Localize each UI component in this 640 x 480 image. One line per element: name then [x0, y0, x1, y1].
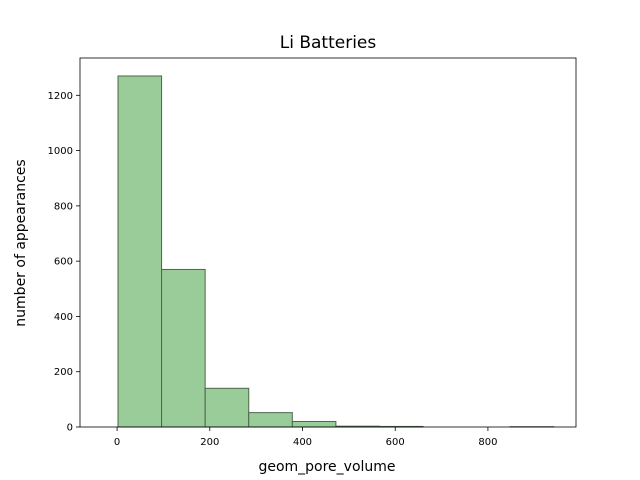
plot-frame	[79, 57, 577, 428]
y-tick-label: 200	[54, 367, 73, 378]
y-tick-label: 800	[54, 201, 73, 212]
y-axis-label: number of appearances	[13, 159, 29, 326]
chart-title: Li Batteries	[280, 33, 377, 53]
y-tick-label: 0	[67, 423, 73, 434]
y-axis-ticks: 0 200 400 600 800 1000 1200	[48, 91, 80, 434]
histogram-bar	[291, 420, 337, 428]
bars-group	[117, 75, 555, 428]
histogram-bar	[117, 75, 163, 428]
x-tick-label: 0	[114, 437, 120, 448]
y-tick-label: 600	[54, 257, 73, 268]
x-tick-label: 600	[386, 437, 405, 448]
x-axis-label: geom_pore_volume	[258, 459, 395, 475]
y-tick-label: 1000	[48, 146, 73, 157]
x-tick-label: 400	[293, 437, 312, 448]
y-tick-label: 1200	[48, 91, 73, 102]
y-tick-label: 400	[54, 312, 73, 323]
x-tick-label: 200	[200, 437, 219, 448]
histogram-bar	[161, 268, 206, 428]
histogram-bar	[248, 412, 293, 428]
histogram-bar	[204, 387, 250, 428]
x-tick-label: 800	[478, 437, 497, 448]
x-axis-ticks: 0 200 400 600 800	[114, 427, 497, 448]
